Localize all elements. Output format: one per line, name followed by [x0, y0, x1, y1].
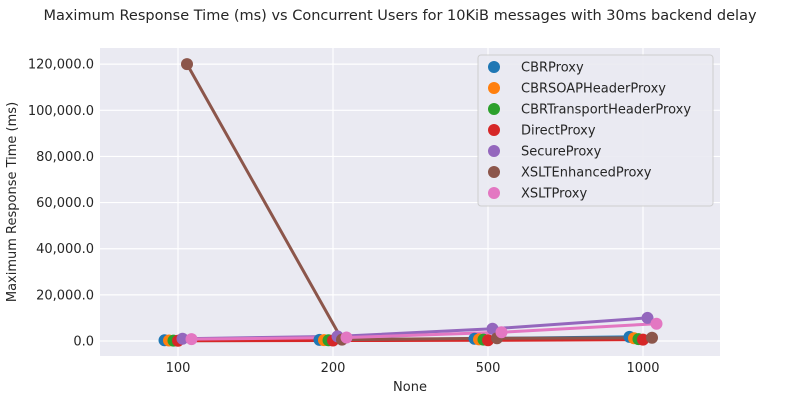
y-axis: 0.0 20,000.0 40,000.0 60,000.0 80,000.0 100,0… — [28, 58, 94, 350]
data-point — [340, 331, 353, 344]
y-tick-label: 0.0 — [73, 335, 94, 350]
x-tick-label: 200 — [321, 361, 346, 376]
legend-marker — [488, 145, 500, 157]
legend-marker — [488, 187, 500, 199]
legend-label: CBRProxy — [521, 61, 584, 76]
y-tick-label: 60,000.0 — [36, 196, 94, 211]
legend-marker — [488, 124, 500, 136]
x-axis-label: None — [393, 380, 427, 395]
legend-label: CBRTransportHeaderProxy — [521, 103, 691, 118]
data-point — [641, 311, 654, 324]
data-point — [486, 322, 499, 335]
data-point — [185, 333, 198, 346]
series-line — [191, 322, 657, 341]
series-points — [158, 58, 663, 347]
data-point — [650, 317, 663, 330]
y-tick-label: 40,000.0 — [36, 242, 94, 257]
x-axis: 100 200 500 1000 — [166, 361, 660, 376]
x-tick-label: 1000 — [626, 361, 659, 376]
legend-marker — [488, 166, 500, 178]
data-point — [181, 58, 193, 71]
x-tick-label: 500 — [476, 361, 501, 376]
y-tick-label: 100,000.0 — [28, 104, 94, 119]
data-point — [176, 332, 189, 345]
chart-title: Maximum Response Time (ms) vs Concurrent… — [43, 8, 756, 24]
legend-marker — [488, 61, 500, 73]
series-line — [185, 63, 653, 342]
legend-frame — [477, 54, 714, 207]
series-lines — [164, 63, 657, 343]
y-tick-label: 20,000.0 — [36, 288, 94, 303]
y-axis-label: Maximum Response Time (ms) — [5, 102, 20, 302]
data-point — [646, 331, 658, 344]
legend-label: DirectProxy — [521, 124, 596, 139]
x-tick-label: 100 — [166, 361, 191, 376]
legend-marker — [488, 82, 500, 94]
legend-label: XSLTEnhancedProxy — [521, 166, 652, 181]
legend: CBRProxy CBRSOAPHeaderProxy CBRTransportHe… — [477, 54, 714, 207]
y-tick-label: 80,000.0 — [36, 150, 94, 165]
legend-label: XSLTProxy — [521, 187, 587, 202]
legend-marker — [488, 103, 500, 115]
legend-label: CBRSOAPHeaderProxy — [521, 82, 666, 97]
data-point — [482, 334, 494, 347]
data-point — [637, 333, 649, 346]
y-tick-label: 120,000.0 — [28, 58, 94, 73]
legend-label: SecureProxy — [521, 145, 602, 160]
data-point — [495, 326, 508, 339]
